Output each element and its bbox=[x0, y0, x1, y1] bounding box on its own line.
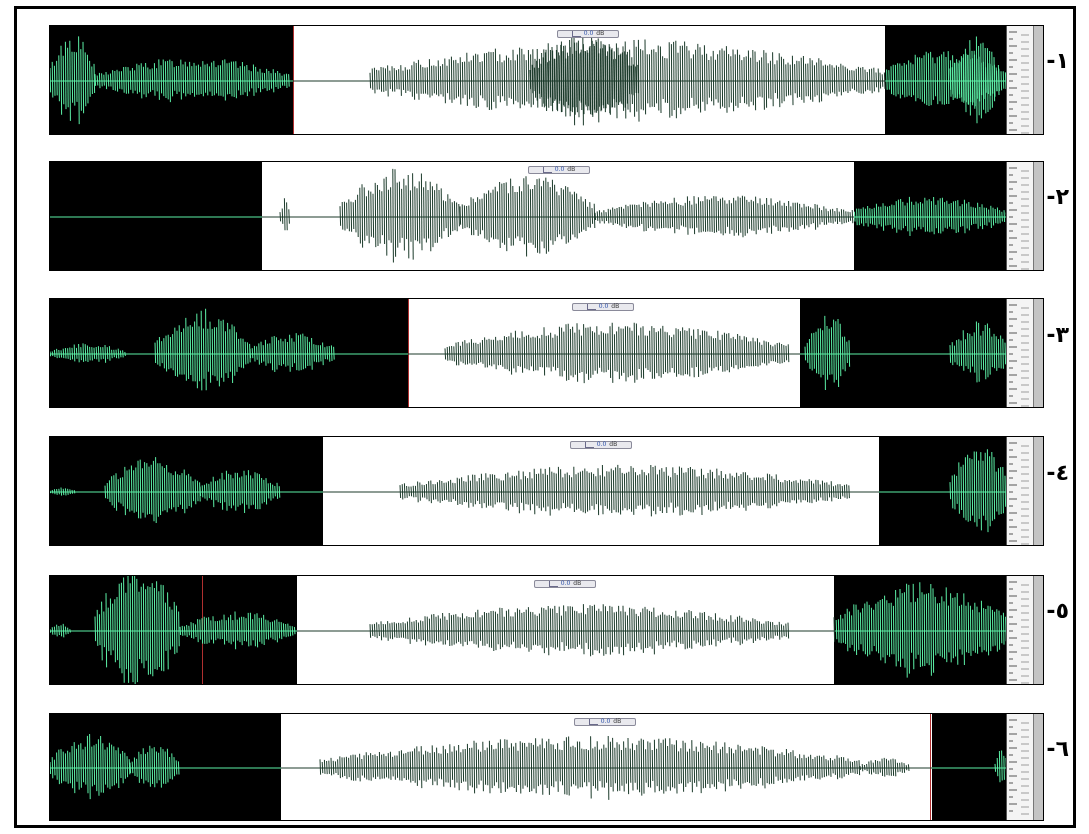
amplitude-ruler bbox=[1006, 576, 1043, 684]
volume-toolbar[interactable]: 0.0 dB bbox=[528, 166, 590, 174]
ruler-strip bbox=[1007, 714, 1034, 820]
ruler-strip bbox=[1007, 299, 1034, 407]
selection-end-marker[interactable] bbox=[930, 714, 931, 820]
ruler-ticks bbox=[1009, 719, 1029, 815]
volume-value: 0.0 bbox=[596, 441, 607, 448]
volume-unit: dB bbox=[613, 718, 622, 725]
item-label-5: ٥- bbox=[1046, 599, 1069, 624]
volume-unit: dB bbox=[573, 580, 582, 587]
figure-frame: 0.0 dB ١- 0.0 dB ٢- 0.0 dB bbox=[14, 6, 1076, 828]
volume-toolbar[interactable]: 0.0 dB bbox=[572, 303, 634, 311]
volume-toolbar[interactable]: 0.0 dB bbox=[557, 30, 619, 38]
selection-start-marker[interactable] bbox=[408, 299, 409, 407]
volume-toolbar[interactable]: 0.0 dB bbox=[574, 718, 636, 726]
waveform-panel-2[interactable]: 0.0 dB bbox=[49, 161, 1044, 271]
volume-icon bbox=[584, 442, 594, 448]
ruler-ticks bbox=[1009, 167, 1029, 270]
item-label-6: ٦- bbox=[1046, 737, 1069, 762]
volume-value: 0.0 bbox=[554, 166, 565, 173]
volume-icon bbox=[571, 31, 581, 37]
volume-toolbar[interactable]: 0.0 dB bbox=[534, 580, 596, 588]
volume-icon bbox=[588, 719, 598, 725]
volume-value: 0.0 bbox=[583, 30, 594, 37]
waveform-panel-5[interactable]: 0.0 dB bbox=[49, 575, 1044, 685]
item-label-2: ٢- bbox=[1046, 185, 1069, 210]
amplitude-ruler bbox=[1006, 162, 1043, 270]
waveform bbox=[50, 168, 1009, 263]
volume-icon bbox=[542, 167, 552, 173]
waveform-panel-4[interactable]: 0.0 dB bbox=[49, 436, 1044, 546]
volume-value: 0.0 bbox=[598, 303, 609, 310]
waveform-panel-3[interactable]: 0.0 dB bbox=[49, 298, 1044, 408]
waveform-panel-1[interactable]: 0.0 dB bbox=[49, 25, 1044, 135]
volume-value: 0.0 bbox=[560, 580, 571, 587]
ruler-ticks bbox=[1009, 442, 1029, 545]
ruler-ticks bbox=[1009, 31, 1029, 134]
volume-toolbar[interactable]: 0.0 dB bbox=[570, 441, 632, 449]
amplitude-ruler bbox=[1006, 714, 1043, 820]
volume-unit: dB bbox=[609, 441, 618, 448]
waveform bbox=[50, 576, 1009, 684]
waveform bbox=[50, 33, 1009, 126]
item-label-1: ١- bbox=[1046, 49, 1069, 74]
volume-unit: dB bbox=[611, 303, 620, 310]
selection-start-marker[interactable] bbox=[293, 26, 294, 134]
item-label-4: ٤- bbox=[1046, 461, 1069, 486]
amplitude-ruler bbox=[1006, 26, 1043, 134]
amplitude-ruler bbox=[1006, 437, 1043, 545]
item-label-3: ٣- bbox=[1046, 323, 1069, 348]
waveform-panel-6[interactable]: 0.0 dB bbox=[49, 713, 1044, 821]
ruler-ticks bbox=[1009, 581, 1029, 684]
volume-value: 0.0 bbox=[600, 718, 611, 725]
volume-icon bbox=[586, 304, 596, 310]
volume-unit: dB bbox=[596, 30, 605, 37]
waveform bbox=[50, 733, 1009, 800]
selection-region[interactable] bbox=[262, 162, 854, 270]
waveform bbox=[50, 308, 1009, 391]
amplitude-ruler bbox=[1006, 299, 1043, 407]
volume-icon bbox=[548, 581, 558, 587]
volume-unit: dB bbox=[567, 166, 576, 173]
waveform bbox=[50, 449, 1009, 533]
ruler-ticks bbox=[1009, 304, 1029, 407]
